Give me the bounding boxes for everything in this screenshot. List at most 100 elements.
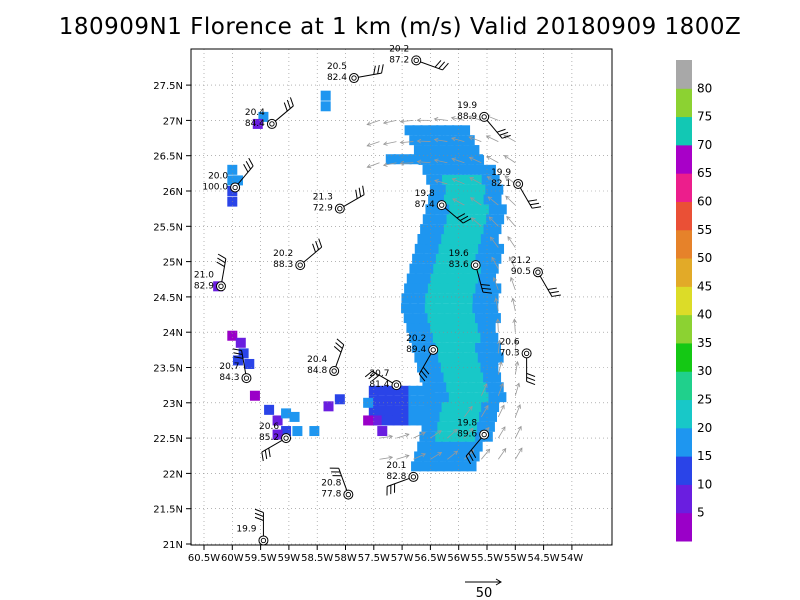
colorbar-segment (676, 201, 692, 231)
x-tick-label: 57.5W (358, 553, 390, 564)
wind-vector-head (485, 448, 491, 454)
speed-cell (384, 385, 395, 396)
speed-cell (435, 224, 446, 235)
wind-vector-head (453, 428, 458, 434)
speed-cell (409, 135, 420, 146)
speed-cell (433, 293, 444, 304)
colorbar-segment (676, 456, 692, 485)
barb-feather (442, 62, 449, 71)
speed-cell (449, 204, 460, 215)
speed-cell (440, 303, 451, 314)
colorbar-segment (676, 286, 692, 316)
wind-vector-head (404, 433, 410, 438)
speed-cell (459, 253, 470, 264)
speed-cell (323, 401, 334, 412)
y-tick-label: 22N (163, 469, 183, 480)
speed-cell (334, 394, 345, 405)
barb-feather (368, 372, 376, 380)
speed-cell (469, 322, 480, 333)
speed-cell (447, 411, 458, 422)
speed-cell (478, 164, 489, 175)
speed-cell (471, 411, 482, 422)
wind-vector (451, 137, 465, 142)
wind-vector (417, 140, 431, 142)
speed-cell (463, 411, 474, 422)
barb-feather (480, 283, 490, 286)
speed-cell (449, 263, 460, 274)
wind-vector (367, 120, 380, 125)
wind-vector (434, 118, 448, 121)
station-circle-outer (334, 203, 345, 214)
speed-cell (400, 405, 411, 416)
speed-cell (449, 234, 460, 245)
station-circle-inner (430, 347, 436, 353)
speed-cell (422, 164, 433, 175)
speed-cell (422, 243, 433, 254)
speed-cell (481, 174, 492, 185)
speed-cell (438, 352, 449, 363)
station-value-top: 20.8 (321, 479, 341, 489)
speed-cell (457, 174, 468, 185)
colorbar-label: 80 (697, 81, 712, 95)
speed-cell (440, 441, 451, 452)
speed-cell (427, 253, 438, 264)
station-circle-outer (408, 471, 419, 482)
speed-cell (371, 415, 382, 426)
wind-vector (510, 277, 516, 290)
speed-cell (494, 214, 505, 225)
speed-cell (437, 421, 448, 432)
speed-cell (473, 174, 484, 185)
barb-feather (248, 157, 254, 167)
speed-cell (434, 174, 445, 185)
station-circle-inner (351, 75, 357, 81)
colorbar-segment (676, 314, 692, 344)
y-tick-label: 21.5N (153, 505, 183, 516)
speed-cell (462, 243, 473, 254)
wind-vector (497, 426, 506, 439)
colorbar-label: 35 (697, 336, 712, 350)
speed-cell (432, 303, 443, 314)
station-circle-inner (393, 382, 400, 388)
speed-cell (433, 234, 444, 245)
wind-vector-head (468, 136, 474, 141)
wind-vector (480, 405, 489, 418)
speed-cell (292, 426, 303, 437)
speed-cell (472, 204, 483, 215)
speed-cell (428, 224, 439, 235)
barb-feather (333, 345, 342, 353)
station-value-bottom: 89.4 (406, 345, 426, 355)
station-circle-outer (343, 489, 354, 500)
wind-vector (490, 236, 499, 248)
speed-cell (400, 385, 411, 396)
speed-cell (416, 385, 427, 396)
speed-cell (485, 322, 496, 333)
wind-vector (503, 134, 516, 142)
barb-feather (264, 450, 268, 460)
speed-cell (484, 421, 495, 432)
speed-cell (439, 411, 450, 422)
wind-vector-head (514, 360, 520, 366)
barb-feather (283, 102, 288, 112)
station-value-top: 20.7 (219, 362, 239, 372)
station-circle-inner (269, 121, 275, 127)
speed-cell (417, 441, 428, 452)
speed-cell (475, 194, 486, 205)
station-value-top: 19.8 (457, 419, 477, 429)
speed-cell (493, 382, 504, 393)
speed-cell (472, 234, 483, 245)
speed-cell (470, 243, 481, 254)
wind-vector (447, 429, 458, 439)
speed-cell (424, 332, 435, 343)
speed-cell (451, 283, 462, 294)
speed-cell (433, 402, 444, 413)
station-circle-outer (532, 267, 543, 278)
wind-vector-head (404, 454, 410, 459)
colorbar-segment (676, 60, 692, 89)
speed-cell (443, 342, 454, 353)
wind-vector-head (366, 142, 372, 147)
speed-cell (368, 385, 379, 396)
barb-feather (312, 243, 317, 253)
speed-cell (424, 395, 435, 406)
speed-cell (422, 352, 433, 363)
wind-vector (451, 158, 465, 164)
